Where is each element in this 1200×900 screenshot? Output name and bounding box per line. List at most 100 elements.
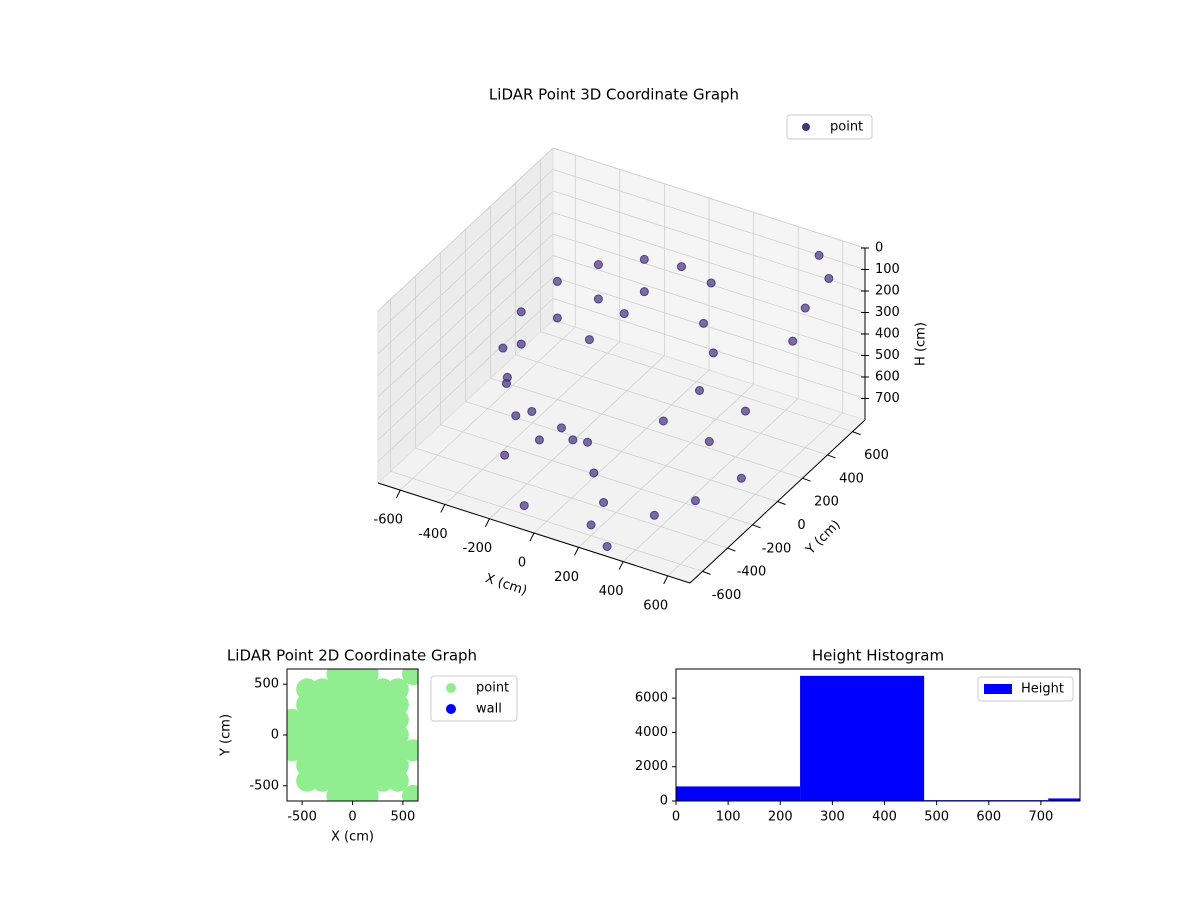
grid-line [552,298,866,399]
point [356,708,379,731]
x-tick-label: 400 [872,810,897,825]
bar [676,786,801,801]
chart-title: Height Histogram [812,647,944,665]
tick-mark [777,501,786,505]
point [341,678,364,701]
point [584,335,594,345]
x-tick-label: 500 [924,810,949,825]
point [557,423,566,433]
bar [800,675,925,801]
legend-box [977,676,1074,702]
y-axis-label: Y (cm) [219,714,234,757]
point [386,754,409,777]
y-axis-label: Y (cm) [803,517,844,558]
point [311,739,334,762]
point [356,769,379,792]
x-tick-label: 500 [390,810,415,825]
point [516,339,526,349]
tick-mark [752,524,761,529]
point [356,678,379,701]
z-tick-label: 700 [875,391,900,406]
point [740,406,750,416]
legend-label: Height [1021,682,1064,697]
x-tick-label: 300 [820,810,845,825]
tick-mark [574,547,580,556]
grid-line [552,147,866,249]
plot-area [287,669,418,801]
point [356,754,379,777]
point [788,336,798,346]
point [824,273,834,283]
x-axis [377,482,691,584]
x-axis-label: X (cm) [483,571,529,599]
x-tick-label: 0 [672,810,680,825]
point [708,348,718,358]
chart-histogram: 0 100 200 300 400 500 600 700 0 2000 4000 6000 Heigh… [635,647,1081,825]
x-tick-label: 200 [554,570,579,585]
tick-mark [663,575,669,585]
point [401,669,418,686]
grid-line [552,190,866,292]
point [800,303,810,313]
grid-line [415,447,728,549]
point [586,520,596,530]
chart-title: LiDAR Point 3D Coordinate Graph [489,86,739,104]
grid-line [377,147,554,312]
point [311,724,334,746]
z-axis-label: H (cm) [914,322,929,366]
point [296,739,319,762]
point [356,669,379,686]
point [326,754,349,777]
z-tick-label: 0 [875,241,883,256]
tick-mark [618,561,624,570]
x-tick-label: 100 [716,810,741,825]
point [311,769,334,792]
tick-mark [802,477,811,482]
z-tick-label: 300 [875,305,900,320]
point [498,343,508,353]
point [516,307,526,317]
x-tick-label: 0 [348,810,356,825]
point [649,510,659,520]
legend-label: point [830,120,863,135]
point [326,693,349,716]
grid-line [377,255,554,419]
x-tick-label: -500 [287,810,317,825]
y-tick-label: 0 [797,518,805,533]
point [704,437,714,447]
y-tick-label: 600 [864,448,889,463]
point [401,739,418,762]
point [311,708,334,731]
point [296,693,319,716]
grid-line [552,169,866,270]
grid-line [515,354,828,456]
point [356,739,379,762]
point [552,313,562,323]
point [311,754,334,777]
chart-3d: -600-400-2000200400600-600-400-200020040… [374,86,929,614]
point [341,769,364,792]
y-axis [689,419,866,584]
y-tick-label: 400 [839,471,864,486]
point [341,754,364,777]
point [356,693,379,716]
tick-mark [440,504,446,513]
point [677,262,686,272]
point [658,416,668,426]
axes-frame [675,668,1081,802]
point [736,473,746,483]
point [296,708,319,731]
legend-label: wall [476,702,502,717]
grid-line [377,212,554,376]
y-tick-label: -400 [737,565,767,580]
legend-marker [984,684,1012,694]
point [371,769,394,792]
point [311,678,334,701]
point [356,724,379,746]
y-tick-label: -600 [712,588,742,603]
point [519,501,529,511]
x-tick-label: 700 [1028,810,1053,825]
point [593,294,603,304]
point [500,450,510,460]
